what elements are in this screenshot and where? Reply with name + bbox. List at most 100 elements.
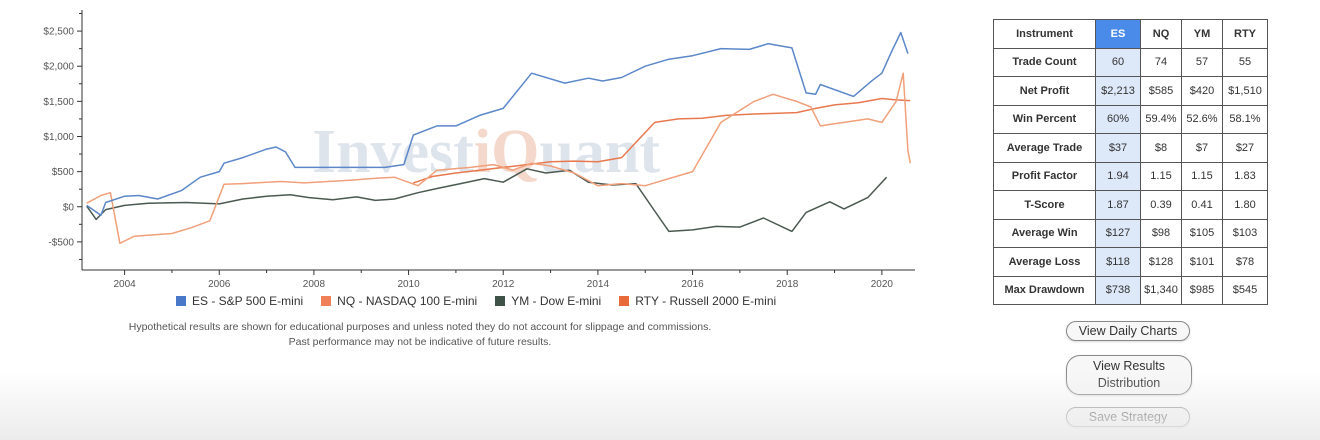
results-cell-ym: 57 <box>1181 47 1223 77</box>
results-cell-rty: 55 <box>1222 47 1268 77</box>
results-row: Win Percent 60% 59.4% 52.6% 58.1% <box>993 104 1268 134</box>
results-row-label: Net Profit <box>993 76 1096 106</box>
x-tick-label: 2020 <box>871 279 894 290</box>
results-cell-nq: $8 <box>1140 133 1182 163</box>
column-header-ym[interactable]: YM <box>1181 19 1223 49</box>
results-cell-nq: $585 <box>1140 76 1182 106</box>
results-row: Profit Factor 1.94 1.15 1.15 1.83 <box>993 161 1268 191</box>
results-cell-ym: $105 <box>1181 218 1223 248</box>
investiquant-watermark: InvestiQuant <box>312 118 660 186</box>
y-tick-label: -$500 <box>48 237 74 248</box>
results-cell-ym: 1.15 <box>1181 161 1223 191</box>
results-row-label: T-Score <box>993 190 1096 220</box>
results-cell-nq: $1,340 <box>1140 275 1182 305</box>
results-row: Average Trade $37 $8 $7 $27 <box>993 133 1268 163</box>
save-strategy-button[interactable]: Save Strategy <box>1066 407 1190 427</box>
legend-swatch-rty <box>619 296 630 306</box>
results-row-label: Win Percent <box>993 104 1096 134</box>
results-row-label: Max Drawdown <box>993 275 1096 305</box>
results-cell-es: 1.94 <box>1095 161 1141 191</box>
column-header-nq[interactable]: NQ <box>1140 19 1182 49</box>
results-cell-es: $37 <box>1095 133 1141 163</box>
legend-label-nq: NQ - NASDAQ 100 E-mini <box>337 294 478 308</box>
results-row-label: Average Trade <box>993 133 1096 163</box>
results-row-label: Profit Factor <box>993 161 1096 191</box>
legend-swatch-es <box>176 296 186 306</box>
series-line-es <box>86 31 909 216</box>
results-row-label: Trade Count <box>993 47 1096 77</box>
legend-swatch-nq <box>321 296 332 306</box>
results-row: Max Drawdown $738 $1,340 $985 $545 <box>993 275 1268 305</box>
results-row: T-Score 1.87 0.39 0.41 1.80 <box>993 190 1268 220</box>
results-cell-ym: $985 <box>1181 275 1223 305</box>
view-results-distribution-button[interactable]: View Results Distribution <box>1066 355 1192 395</box>
results-row: Average Win $127 $98 $105 $103 <box>993 218 1268 248</box>
results-cell-nq: 74 <box>1140 47 1182 77</box>
series-line-ym <box>86 168 888 233</box>
disclaimer-line-2: Past performance may not be indicative o… <box>288 336 552 348</box>
results-cell-es: $738 <box>1095 275 1141 305</box>
results-cell-nq: 1.15 <box>1140 161 1182 191</box>
x-tick-label: 2014 <box>587 279 610 290</box>
results-row: Net Profit $2,213 $585 $420 $1,510 <box>993 76 1268 106</box>
legend-label-es: ES - S&P 500 E-mini <box>192 294 304 308</box>
y-tick-label: $1,000 <box>43 132 74 143</box>
series-line-nq <box>86 72 912 245</box>
results-cell-es: 1.87 <box>1095 190 1141 220</box>
results-cell-es: 60% <box>1095 104 1141 134</box>
legend-label-rty: RTY - Russell 2000 E-mini <box>635 294 777 308</box>
x-tick-label: 2010 <box>397 279 420 290</box>
results-cell-nq: $98 <box>1140 218 1182 248</box>
instrument-header: Instrument <box>993 19 1096 49</box>
results-cell-rty: $27 <box>1222 133 1268 163</box>
legend-item-nq[interactable]: NQ - NASDAQ 100 E-mini <box>321 294 477 308</box>
results-row: Average Loss $118 $128 $101 $78 <box>993 247 1268 277</box>
x-tick-label: 2006 <box>208 279 231 290</box>
view-daily-charts-button[interactable]: View Daily Charts <box>1066 321 1190 341</box>
disclaimer-line-1: Hypothetical results are shown for educa… <box>128 321 712 333</box>
results-cell-ym: 0.41 <box>1181 190 1223 220</box>
results-cell-es: $118 <box>1095 247 1141 277</box>
y-tick-label: $1,500 <box>43 97 74 108</box>
results-header-row: Instrument ES NQ YM RTY <box>993 19 1268 49</box>
results-cell-es: $2,213 <box>1095 76 1141 106</box>
equity-curve-chart: InvestiQuant $2,500 $2,000 $1,500 $1,000 $500… <box>43 10 915 290</box>
results-row-label: Average Win <box>993 218 1096 248</box>
results-cell-es: $127 <box>1095 218 1141 248</box>
results-cell-ym: $420 <box>1181 76 1223 106</box>
results-cell-nq: 59.4% <box>1140 104 1182 134</box>
x-tick-label: 2004 <box>113 279 136 290</box>
results-cell-rty: $78 <box>1222 247 1268 277</box>
legend-label-ym: YM - Dow E-mini <box>511 294 602 308</box>
results-cell-rty: $103 <box>1222 218 1268 248</box>
legend-item-rty[interactable]: RTY - Russell 2000 E-mini <box>619 294 776 308</box>
results-cell-rty: 1.80 <box>1222 190 1268 220</box>
results-cell-rty: 1.83 <box>1222 161 1268 191</box>
x-tick-label: 2016 <box>681 279 704 290</box>
legend-swatch-ym <box>495 296 506 306</box>
column-header-rty[interactable]: RTY <box>1222 19 1268 49</box>
chart-legend: ES - S&P 500 E-mini NQ - NASDAQ 100 E-mi… <box>176 294 776 308</box>
view-results-distribution-label-2: Distribution <box>1097 376 1161 390</box>
y-tick-label: $2,500 <box>43 27 74 38</box>
column-header-es[interactable]: ES <box>1095 19 1141 49</box>
results-cell-ym: $7 <box>1181 133 1223 163</box>
y-tick-label: $2,000 <box>43 62 74 73</box>
view-results-distribution-label-1: View Results <box>1092 359 1166 373</box>
results-cell-nq: $128 <box>1140 247 1182 277</box>
results-cell-es: 60 <box>1095 47 1141 77</box>
x-tick-label: 2012 <box>492 279 515 290</box>
legend-item-es[interactable]: ES - S&P 500 E-mini <box>176 294 303 308</box>
x-tick-label: 2018 <box>776 279 799 290</box>
results-cell-ym: $101 <box>1181 247 1223 277</box>
results-cell-rty: $1,510 <box>1222 76 1268 106</box>
series-line-rty <box>413 97 911 184</box>
y-tick-label: $0 <box>63 202 75 213</box>
results-table: Instrument ES NQ YM RTY Trade Count 60 74 5… <box>993 19 1268 305</box>
legend-item-ym[interactable]: YM - Dow E-mini <box>495 294 601 308</box>
results-cell-nq: 0.39 <box>1140 190 1182 220</box>
results-cell-ym: 52.6% <box>1181 104 1223 134</box>
results-row-label: Average Loss <box>993 247 1096 277</box>
x-tick-label: 2008 <box>303 279 326 290</box>
y-tick-label: $500 <box>52 167 75 178</box>
